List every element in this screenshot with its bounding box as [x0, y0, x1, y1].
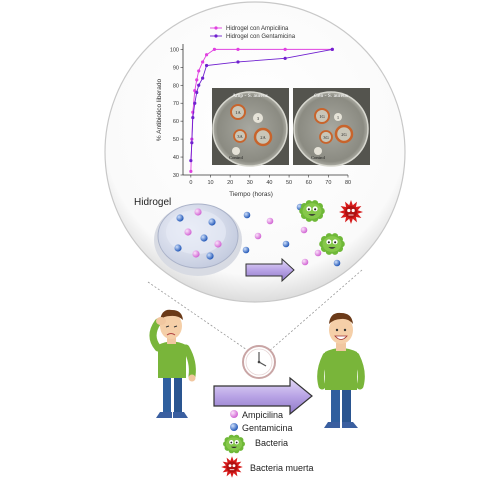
- release-arrow: [245, 257, 295, 283]
- bacteria-icon: [223, 434, 245, 454]
- chart-point-1: [201, 76, 205, 80]
- gentamicina-sphere: [208, 218, 216, 226]
- ampicilina-sphere: [214, 240, 222, 248]
- ampicilina-sphere: [192, 250, 200, 258]
- hydrogel-label: Hidrogel: [134, 197, 171, 208]
- chart-x-tick-label: 40: [266, 180, 272, 186]
- chart-y-tick-label: 30: [173, 173, 179, 179]
- chart-point-1: [197, 83, 201, 87]
- cone-line-left: [147, 281, 251, 353]
- photo-label-1: 1: [337, 115, 339, 120]
- chart-x-tick-label: 10: [207, 180, 213, 186]
- bacteria-icon: [299, 200, 325, 222]
- ampicilina-sphere: [301, 258, 309, 266]
- chart-point-1: [190, 141, 194, 145]
- ampicilina-sphere: [300, 226, 308, 234]
- chart-y-tick-label: 70: [173, 101, 179, 107]
- gentamicina-sphere: [200, 234, 208, 242]
- chart-y-tick-label: 60: [173, 119, 179, 125]
- gentamicina-sphere: [242, 246, 250, 254]
- chart-point-0: [201, 60, 205, 64]
- clock-icon: [242, 345, 276, 379]
- chart-point-1: [283, 56, 287, 60]
- chart-point-0: [204, 53, 209, 57]
- photo-label-control-gen: Control: [311, 155, 326, 160]
- legend-gentamicina: Gentamicina: [242, 423, 293, 433]
- chart-x-tick-label: 70: [325, 180, 331, 186]
- photo-label-1g: 1G: [319, 114, 325, 119]
- chart-point-0: [189, 169, 193, 174]
- ampicilina-sphere: [194, 208, 202, 216]
- gentamicina-sphere: [174, 244, 182, 252]
- sick-person-icon: [149, 309, 196, 418]
- chart-point-1: [204, 63, 209, 68]
- chart-point-1: [193, 101, 197, 105]
- chart-point-1: [195, 90, 199, 95]
- chart-x-tick-label: 80: [345, 180, 351, 186]
- chart-legend: Hidrogel con Ampicilina Hidrogel con Gent…: [210, 26, 296, 40]
- gentamicina-sphere: [333, 259, 341, 267]
- release-chart: 0 10 20 30 40 50 60 70 80 30 40 50 60 70 80 90 100 Tiemp…: [156, 26, 351, 198]
- photo-gentamicina: Gen - S. aureus 1G 2G 3G 1 Control: [293, 88, 370, 167]
- chart-x-tick-label: 0: [189, 180, 192, 186]
- gentamicina-sphere: [206, 252, 214, 260]
- dead-bacteria-icon: [221, 456, 243, 478]
- chart-ylabel: % Antibiotico liberado: [156, 79, 163, 142]
- dead-bacteria-icon: [221, 456, 243, 478]
- healthy-person-icon: [317, 312, 365, 428]
- photo-label-2g: 2G: [341, 132, 347, 137]
- chart-legend-marker-0: [214, 26, 218, 30]
- dead-bacteria-icon: [339, 200, 363, 224]
- chart-y-tick-label: 100: [170, 47, 179, 53]
- chart-legend-marker-1: [214, 34, 218, 38]
- chart-legend-label-1: Hidrogel con Gentamicina: [226, 34, 296, 40]
- photo-title-gen: Gen - S. aureus: [314, 93, 348, 99]
- chart-y-tick-label: 90: [173, 65, 179, 71]
- gentamicina-sphere: [282, 240, 290, 248]
- legend-ampicilina: Ampicilina: [242, 410, 283, 420]
- bacteria-icon: [223, 434, 245, 454]
- ampicilina-sphere: [254, 232, 262, 240]
- chart-x-tick-label: 20: [227, 180, 233, 186]
- chart-y-tick-label: 50: [173, 137, 179, 143]
- photo-label-2a: 2A: [260, 135, 266, 140]
- chart-point-0: [283, 47, 287, 51]
- treatment-arrow: [213, 376, 313, 416]
- photo-label-3a: 3A: [237, 134, 243, 139]
- photo-label-1a: 1A: [235, 110, 241, 115]
- bacteria-icon: [319, 233, 345, 255]
- chart-legend-label-0: Hidrogel con Ampicilina: [226, 26, 289, 32]
- bottom-legend: Ampicilina Gentamicina Bacteria Bacteria…: [221, 410, 314, 478]
- photo-label-3g: 3G: [323, 135, 329, 140]
- chart-point-1: [330, 47, 334, 51]
- photo-label-control-amp: Control: [229, 155, 244, 160]
- chart-point-0: [212, 47, 217, 51]
- chart-point-0: [195, 78, 199, 82]
- gentamicina-sphere: [243, 211, 251, 219]
- chart-y-tick-label: 80: [173, 83, 179, 89]
- ampicilina-sphere: [314, 249, 322, 257]
- legend-ampicilina-swatch: [230, 410, 238, 418]
- chart-point-0: [197, 69, 201, 73]
- ampicilina-sphere: [184, 228, 192, 236]
- photo-ampicilina: Amp - S. aureus 1A 2A 3A 3 Control: [212, 88, 289, 167]
- chart-point-1: [189, 159, 193, 163]
- gentamicina-sphere: [176, 214, 184, 222]
- chart-point-1: [236, 60, 240, 64]
- chart-x-tick-label: 30: [247, 180, 253, 186]
- photo-label-3: 3: [257, 116, 260, 121]
- ampicilina-sphere: [266, 217, 274, 225]
- chart-x-tick-label: 60: [306, 180, 312, 186]
- chart-point-0: [236, 47, 240, 51]
- photo-title-amp: Amp - S. aureus: [232, 93, 268, 99]
- legend-bacteria: Bacteria: [255, 438, 288, 448]
- chart-y-tick-label: 40: [173, 155, 179, 161]
- chart-xlabel: Tiempo (horas): [229, 191, 273, 198]
- chart-point-1: [191, 115, 195, 120]
- chart-x-tick-label: 50: [286, 180, 292, 186]
- legend-bacteria-muerta: Bacteria muerta: [250, 463, 314, 473]
- cone-line-right: [267, 269, 363, 353]
- legend-gentamicina-swatch: [230, 423, 238, 431]
